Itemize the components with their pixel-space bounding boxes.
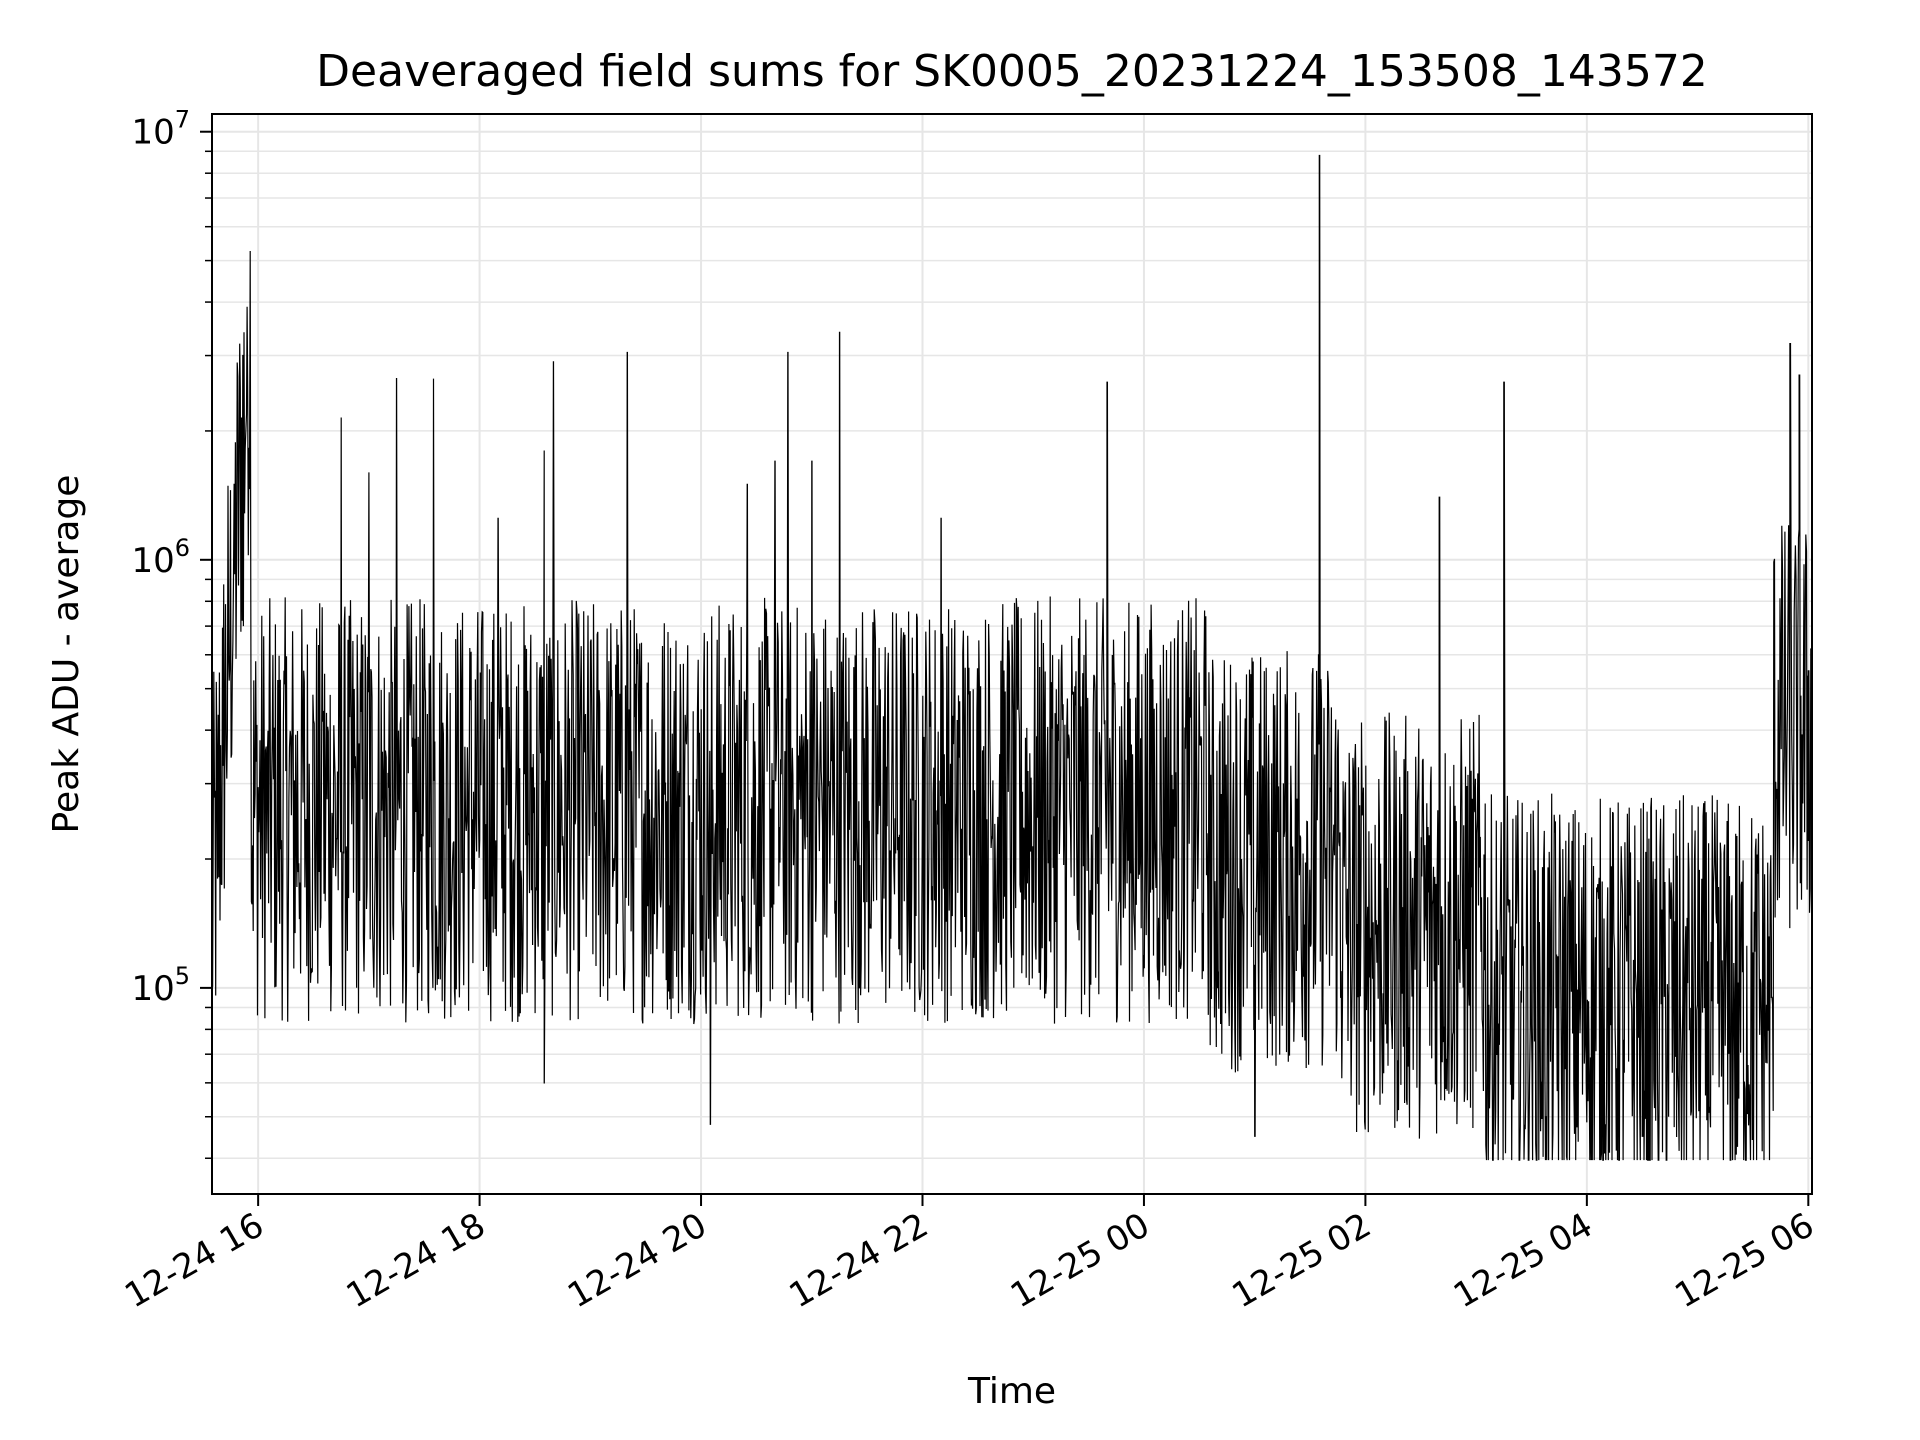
x-tick-label: 12-24 16 — [118, 1205, 270, 1316]
series-line — [211, 154, 1813, 1161]
y-tick-label: 107 — [131, 106, 190, 153]
x-tick-label: 12-24 18 — [340, 1205, 492, 1316]
x-tick-label: 12-24 22 — [783, 1205, 935, 1316]
plot-frame — [211, 113, 1813, 1195]
x-tick-label: 12-24 20 — [561, 1205, 713, 1316]
x-tick-label: 12-25 00 — [1004, 1205, 1156, 1316]
y-axis-ticks: 105 106 107 — [131, 106, 212, 1159]
x-tick-label: 12-25 06 — [1668, 1205, 1820, 1316]
major-gridlines — [212, 114, 1812, 1194]
y-tick-label: 105 — [131, 962, 190, 1009]
x-axis-label: Time — [967, 1371, 1056, 1412]
x-tick-label: 12-25 04 — [1447, 1205, 1599, 1316]
chart-title: Deaveraged field sums for SK0005_2023122… — [316, 46, 1708, 97]
y-tick-label: 106 — [131, 534, 190, 581]
x-axis-ticks: 12-24 16 12-24 18 12-24 20 12-24 22 12-25 00… — [118, 1194, 1821, 1316]
x-tick-label: 12-25 02 — [1226, 1205, 1378, 1316]
y-axis-label: Peak ADU - average — [46, 475, 87, 834]
